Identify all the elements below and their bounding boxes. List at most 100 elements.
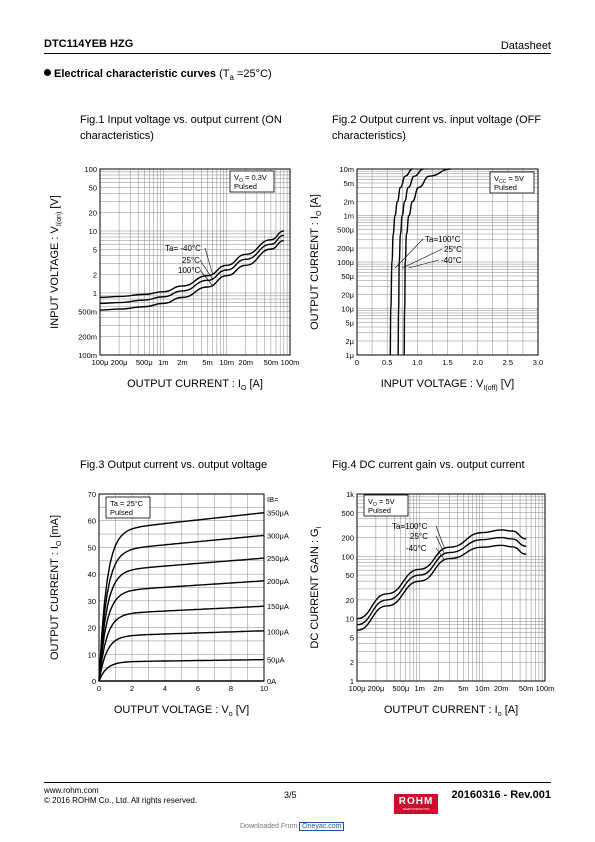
fig1-xtick-label: 100μ xyxy=(92,358,109,367)
fig2-condition-2: Pulsed xyxy=(494,183,517,192)
fig4-ytick-label: 10 xyxy=(346,615,354,624)
fig4-xtick-label: 200μ xyxy=(367,684,384,693)
fig2-legend-0: Ta=100°C xyxy=(425,235,461,244)
fig4-ytick-label: 100 xyxy=(341,552,354,561)
fig3-ytick-label: 0 xyxy=(92,677,96,686)
fig1-condition-2: Pulsed xyxy=(234,182,257,191)
fig3-series-2 xyxy=(98,557,265,682)
fig2-xtick-label: 0.5 xyxy=(382,358,392,367)
fig4-ytick-label: 50 xyxy=(346,571,354,580)
fig4-xtick-label: 2m xyxy=(433,684,443,693)
section-title-text: Electrical characteristic curves xyxy=(54,68,217,80)
fig3-ytick-label: 10 xyxy=(88,650,96,659)
fig2-ytick-label: 500μ xyxy=(337,225,354,234)
download-site: Oneyac.com xyxy=(299,822,345,831)
fig1-xtick-label: 200μ xyxy=(111,358,128,367)
fig2-xtick-label: 1.0 xyxy=(412,358,422,367)
fig3-condition-2: Pulsed xyxy=(110,508,133,517)
fig4-ytick-label: 20 xyxy=(346,596,354,605)
fig1-ytick-label: 1 xyxy=(93,289,97,298)
fig1-legend-leader-1 xyxy=(199,259,213,280)
fig1-xtick-label: 100m xyxy=(281,358,300,367)
fig2-ytick-label: 2m xyxy=(344,198,354,207)
fig3-x-axis-label: OUTPUT VOLTAGE : Vo [V] xyxy=(114,704,249,718)
fig1-condition-1: VO = 0.3V xyxy=(234,173,267,184)
fig4-xtick-label: 1m xyxy=(414,684,424,693)
fig2-legend-1: 25°C xyxy=(444,245,462,254)
fig1-xtick-label: 500μ xyxy=(136,358,153,367)
fig2-xtick-label: 3.0 xyxy=(533,358,543,367)
fig4-condition-box xyxy=(363,494,409,517)
fig2-xtick-label: 1.5 xyxy=(442,358,452,367)
fig4-ytick-label: 1 xyxy=(350,677,354,686)
fig3-series-label-7: 0A xyxy=(267,677,276,686)
fig4-legend-1: 25°C xyxy=(410,532,428,541)
fig1-series-0 xyxy=(99,230,284,299)
section-title: Electrical characteristic curves (Ta =25… xyxy=(44,68,272,82)
fig3-xtick-label: 2 xyxy=(130,684,134,693)
fig4-ytick-label: 1k xyxy=(346,490,354,499)
fig2-ytick-label: 50μ xyxy=(341,272,354,281)
rohm-logo: ROHM SEMICONDUCTOR xyxy=(394,794,438,814)
fig4-series-2 xyxy=(356,544,527,632)
fig4-xtick-label: 100μ xyxy=(349,684,366,693)
fig3-xtick-label: 6 xyxy=(196,684,200,693)
fig4-ytick-label: 200 xyxy=(341,534,354,543)
fig4-condition-2: Pulsed xyxy=(368,506,391,515)
fig2-chart: 0 0.5 1.0 1.5 2.0 2.5 3.0 1μ 2μ 5μ 10μ 20μ 50μ 100μ 20… xyxy=(309,165,543,392)
fig3-xtick-label: 4 xyxy=(163,684,167,693)
fig3-right-header: IB= xyxy=(267,495,279,504)
fig1-title: Fig.1 Input voltage vs. output current (… xyxy=(80,114,282,142)
fig1-legend-leader-0 xyxy=(204,247,213,275)
fig1-ytick-label: 2 xyxy=(93,270,97,279)
fig2-y-axis-label: OUTPUT CURRENT : IO [A] xyxy=(309,194,323,330)
fig4-series-1 xyxy=(356,536,527,626)
fig4-x-axis-label: OUTPUT CURRENT : Io [A] xyxy=(384,704,518,718)
fig3-ytick-label: 50 xyxy=(88,543,96,552)
fig1-x-axis-label: OUTPUT CURRENT : IO [A] xyxy=(127,378,263,392)
fig3-xtick-label: 0 xyxy=(97,684,101,693)
fig2-ytick-label: 1μ xyxy=(346,351,355,360)
fig2-xtick-label: 2.5 xyxy=(503,358,513,367)
fig4-xtick-label: 10m xyxy=(475,684,490,693)
footer-divider xyxy=(44,782,551,783)
fig4-legend-2: -40°C xyxy=(406,544,427,553)
fig3-series-label-0: 350μA xyxy=(267,509,289,518)
fig4-xtick-label: 100m xyxy=(536,684,555,693)
bullet-icon xyxy=(44,69,51,76)
footer-copyright: © 2016 ROHM Co., Ltd. All rights reserve… xyxy=(44,796,198,805)
doc-type: Datasheet xyxy=(500,40,551,52)
fig1-ytick-label: 100m xyxy=(78,351,97,360)
fig4-legend-leader-2 xyxy=(435,547,445,561)
fig3-series-label-2: 250μA xyxy=(267,554,289,563)
fig4-xtick-label: 5m xyxy=(458,684,468,693)
fig3-ytick-label: 20 xyxy=(88,624,96,633)
fig3-ytick-label: 40 xyxy=(88,570,96,579)
fig2-ytick-label: 1m xyxy=(344,212,354,221)
fig1-legend-leader-2 xyxy=(199,269,213,286)
fig3-ytick-label: 70 xyxy=(88,490,96,499)
part-number: DTC114YEB HZG xyxy=(44,38,134,50)
fig4-xtick-label: 50m xyxy=(519,684,534,693)
fig3-xtick-label: 10 xyxy=(260,684,268,693)
fig3-series-label-6: 50μA xyxy=(267,656,285,665)
fig3-ytick-label: 60 xyxy=(88,517,96,526)
fig2-series-0 xyxy=(389,168,413,356)
fig1-condition-box xyxy=(229,170,275,193)
fig4-xtick-label: 20m xyxy=(494,684,509,693)
fig2-condition-box xyxy=(489,171,535,194)
fig2-legend-2: -40°C xyxy=(441,256,462,265)
fig4-series-0 xyxy=(356,529,527,620)
fig3-condition-1: Ta = 25°C xyxy=(110,499,144,508)
fig2-xtick-label: 2.0 xyxy=(472,358,482,367)
fig4-chart: 100μ 200μ 500μ 1m 2m 5m 10m 20m 50m 100m 1 2 5 10 20 50… xyxy=(309,490,555,718)
fig4-legend-leader-1 xyxy=(435,535,445,555)
fig1-ytick-label: 500m xyxy=(78,308,97,317)
fig2-title: Fig.2 Output current vs. input voltage (… xyxy=(332,114,542,142)
fig3-title: Fig.3 Output current vs. output voltage xyxy=(80,459,268,471)
fig3-series-5 xyxy=(98,630,265,682)
fig2-ytick-label: 20μ xyxy=(341,291,354,300)
fig4-title: Fig.4 DC current gain vs. output current xyxy=(332,459,525,471)
fig3-series-6 xyxy=(98,658,265,682)
fig4-plot-frame xyxy=(356,493,546,682)
